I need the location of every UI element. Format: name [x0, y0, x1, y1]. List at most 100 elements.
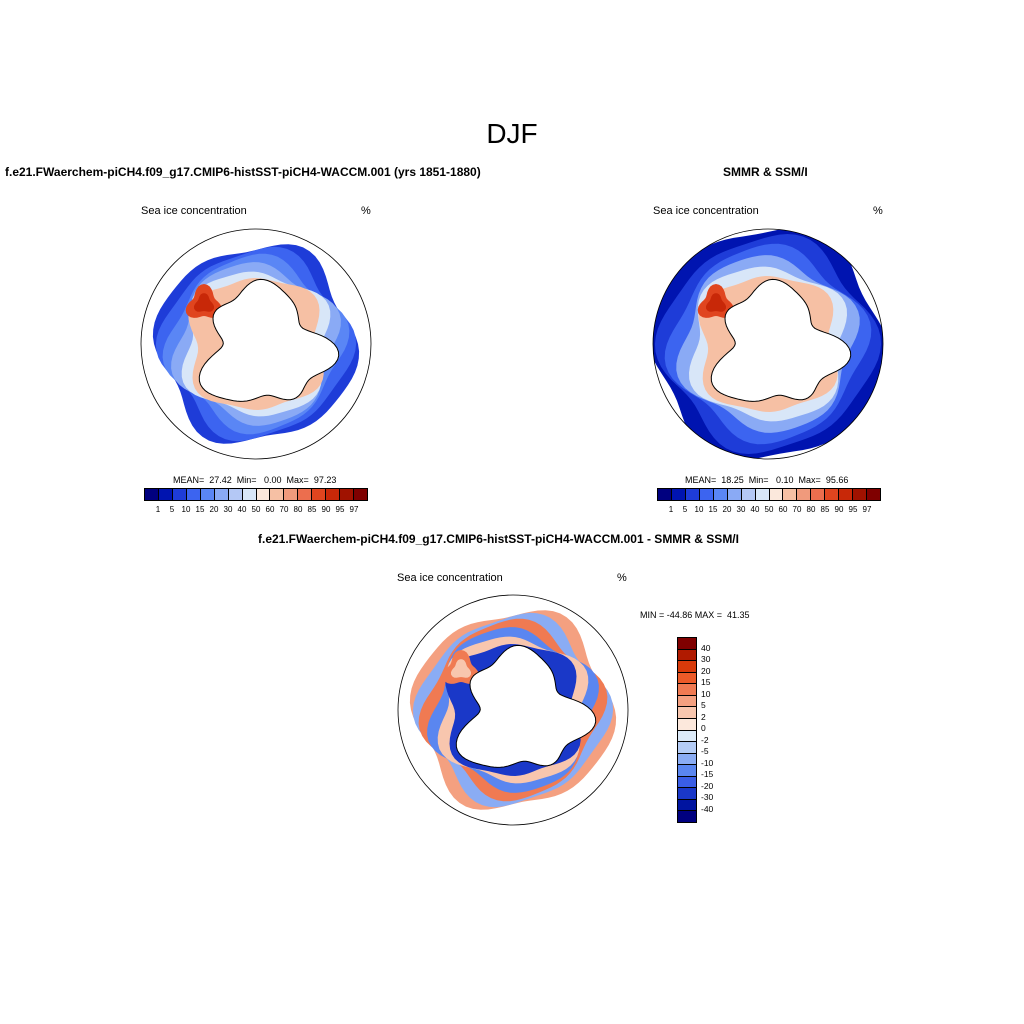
colorbar-label: 97: [862, 505, 872, 514]
colorbar-swatch: [797, 489, 812, 500]
colorbar-label: 15: [701, 677, 711, 687]
colorbar-label: -30: [701, 792, 714, 802]
colorbar-label: 40: [750, 505, 760, 514]
colorbar-label: 20: [722, 505, 732, 514]
colorbar-swatch: [671, 489, 686, 500]
panel-3-colorbar-labels: 40 30 20 15 10 5 2 0 -2 -5 -10 -15 -20 -30 -40: [701, 637, 731, 821]
colorbar-swatch: [340, 489, 355, 500]
colorbar-swatch: [678, 765, 696, 777]
colorbar-swatch: [678, 742, 696, 754]
panel-3-map: [397, 594, 629, 826]
colorbar-swatch: [839, 489, 854, 500]
colorbar-swatch: [678, 753, 696, 766]
colorbar-swatch: [678, 718, 696, 731]
panel-2-title: SMMR & SSM/I: [723, 165, 808, 179]
colorbar-swatch: [825, 489, 840, 500]
colorbar-swatch: [678, 638, 696, 650]
colorbar-label: 97: [349, 505, 359, 514]
colorbar-label: -15: [701, 769, 714, 779]
panel-3-title: f.e21.FWaerchem-piCH4.f09_g17.CMIP6-hist…: [258, 532, 739, 546]
colorbar-swatch: [853, 489, 868, 500]
panel-1-units: %: [361, 205, 371, 217]
panel-1-map: [140, 228, 372, 460]
colorbar-swatch: [200, 489, 215, 500]
colorbar-label: 60: [265, 505, 275, 514]
panel-2-units: %: [873, 205, 883, 217]
colorbar-label: 40: [237, 505, 247, 514]
colorbar-swatch: [713, 489, 728, 500]
colorbar-label: -5: [701, 746, 709, 756]
colorbar-label: 50: [764, 505, 774, 514]
colorbar-swatch: [678, 788, 696, 800]
colorbar-swatch: [678, 661, 696, 673]
colorbar-label: 15: [708, 505, 718, 514]
colorbar-swatch: [228, 489, 243, 500]
colorbar-swatch: [256, 489, 271, 500]
colorbar-swatch: [783, 489, 798, 500]
colorbar-swatch: [326, 489, 341, 500]
colorbar-label: 15: [195, 505, 205, 514]
colorbar-label: 0: [701, 723, 706, 733]
panel-1-variable: Sea ice concentration: [141, 205, 247, 217]
colorbar-label: 90: [321, 505, 331, 514]
colorbar-swatch: [678, 649, 696, 662]
colorbar-label: -20: [701, 780, 714, 791]
antarctica-outline: [455, 644, 597, 768]
panel-3-colorbar: [677, 637, 697, 823]
colorbar-swatch: [727, 489, 742, 500]
colorbar-swatch: [678, 730, 696, 743]
panel-2-map: [652, 228, 884, 460]
colorbar-swatch: [678, 799, 696, 812]
colorbar-swatch: [685, 489, 700, 500]
colorbar-swatch: [242, 489, 257, 500]
panel-1-title: f.e21.FWaerchem-piCH4.f09_g17.CMIP6-hist…: [5, 165, 481, 179]
colorbar-swatch: [678, 811, 696, 822]
colorbar-label: 70: [792, 505, 802, 514]
colorbar-swatch: [741, 489, 756, 500]
panel-3-variable: Sea ice concentration: [397, 572, 503, 584]
panel-3-units: %: [617, 572, 627, 584]
colorbar-swatch: [678, 695, 696, 708]
colorbar-label: 1: [155, 505, 161, 514]
colorbar-label: 85: [820, 505, 830, 514]
colorbar-label: 10: [694, 505, 704, 514]
colorbar-label: 80: [806, 505, 816, 514]
colorbar-swatch: [811, 489, 826, 500]
colorbar-label: 90: [834, 505, 844, 514]
colorbar-swatch: [186, 489, 201, 500]
colorbar-swatch: [699, 489, 714, 500]
antarctica-outline: [198, 278, 340, 402]
colorbar-label: 60: [778, 505, 788, 514]
colorbar-label: 30: [701, 654, 711, 664]
colorbar-label: 1: [668, 505, 674, 514]
colorbar-swatch: [312, 489, 327, 500]
colorbar-swatch: [678, 707, 696, 719]
colorbar-label: 40: [701, 642, 711, 653]
colorbar-label: -10: [701, 757, 714, 768]
panel-1-stats: MEAN= 27.42 Min= 0.00 Max= 97.23: [173, 475, 337, 485]
colorbar-label: 50: [251, 505, 261, 514]
panel-2-colorbar-labels: 1 5 10 15 20 30 40 50 60 70 80 85 90 95 97: [657, 505, 881, 514]
antarctica-outline: [710, 278, 852, 402]
colorbar-swatch: [678, 672, 696, 685]
panel-2-colorbar: [657, 488, 881, 501]
colorbar-swatch: [755, 489, 770, 500]
panel-2-stats: MEAN= 18.25 Min= 0.10 Max= 95.66: [685, 475, 849, 485]
colorbar-swatch: [270, 489, 285, 500]
colorbar-label: 95: [335, 505, 345, 514]
colorbar-label: 20: [701, 665, 711, 676]
panel-1-colorbar: [144, 488, 368, 501]
colorbar-label: 80: [293, 505, 303, 514]
ice-hotspot-core: [451, 659, 471, 678]
map-boundary: [652, 228, 884, 460]
colorbar-swatch: [658, 489, 672, 500]
map-boundary: [397, 594, 629, 826]
colorbar-label: 30: [223, 505, 233, 514]
colorbar-swatch: [867, 489, 880, 500]
colorbar-label: 5: [169, 505, 175, 514]
colorbar-label: -40: [701, 803, 714, 814]
colorbar-swatch: [678, 776, 696, 789]
colorbar-label: 30: [736, 505, 746, 514]
map-boundary: [140, 228, 372, 460]
colorbar-label: -2: [701, 734, 709, 745]
